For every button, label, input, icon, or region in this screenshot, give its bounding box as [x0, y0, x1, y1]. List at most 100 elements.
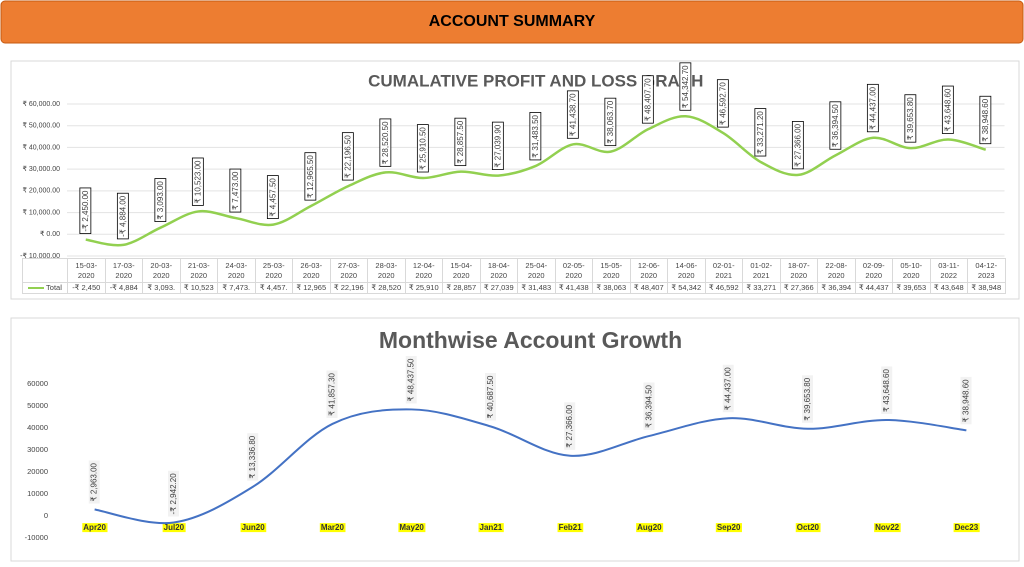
category-highlight: [636, 523, 664, 533]
data-label-text: ₹ 41,438.70: [568, 93, 577, 136]
value-cell: ₹ 25,910: [404, 282, 443, 294]
data-label: ₹ 12,965.50: [304, 152, 317, 201]
category-cell: 03-11-2022: [929, 258, 968, 283]
data-label-box: [604, 97, 617, 147]
category-cell: 26-03-2020: [292, 258, 331, 283]
data-label-box: [229, 168, 242, 213]
y-tick-label: ₹ 40,000.00: [22, 143, 60, 151]
category-cell: 25-04-2020: [517, 258, 556, 283]
category-cell: 18-07-2020: [779, 258, 818, 283]
data-label-text: ₹ 25,910.50: [418, 127, 427, 170]
data-label: ₹ 43,648.60: [881, 366, 893, 414]
data-label: ₹ 28,857.50: [454, 117, 467, 167]
y-tick-label: 30000: [27, 445, 48, 454]
data-label: ₹ 39,653.80: [904, 94, 917, 143]
data-label-box: [326, 370, 338, 418]
data-label-box: [904, 94, 917, 143]
category-cell: 12-06-2020: [629, 258, 668, 283]
chart-title: Monthwise Account Growth: [379, 327, 682, 353]
data-label: ₹ 41,438.70: [566, 90, 579, 139]
data-label-text: ₹ 4,457.50: [268, 178, 277, 217]
data-label: -₹ 4,884.00: [116, 192, 129, 240]
x-tick-label: Jan21: [480, 523, 503, 532]
y-tick-label: ₹ 30,000.00: [22, 165, 60, 173]
data-label: ₹ 28,520.50: [379, 118, 392, 167]
x-tick-label: Dec23: [955, 523, 979, 532]
category-highlight: [240, 523, 267, 533]
data-label: -₹ 2,450.00: [79, 187, 92, 235]
category-cell: 14-06-2020: [667, 258, 706, 283]
data-label: ₹ 7,473.00: [229, 168, 242, 213]
y-tick-label: 10000: [27, 489, 48, 498]
category-cell: 15-05-2020: [592, 258, 631, 283]
data-label-text: ₹ 44,437.00: [868, 86, 877, 129]
data-label: ₹ 25,910.50: [416, 124, 429, 173]
data-label-box: [881, 366, 893, 414]
header-bar: [0, 0, 1024, 44]
data-label: ₹ 41,857.30: [326, 370, 338, 418]
data-label-box: [266, 175, 279, 220]
value-cell: ₹ 22,196: [329, 282, 368, 294]
data-label-text: ₹ 39,653.80: [906, 97, 915, 140]
category-cell: 15-04-2020: [442, 258, 481, 283]
data-label-box: [716, 79, 729, 128]
data-label-text: ₹ 28,857.50: [456, 120, 465, 163]
data-label-text: ₹ 38,948.60: [961, 379, 970, 422]
data-label-text: ₹ 46,592.70: [718, 82, 727, 125]
category-cell: 22-08-2020: [817, 258, 856, 283]
category-highlight: [953, 523, 980, 533]
data-label-box: [801, 375, 813, 423]
data-label-text: ₹ 48,407.70: [643, 78, 652, 121]
data-label-text: ₹ 13,336.80: [248, 435, 257, 478]
data-label-text: ₹ 12,965.50: [306, 155, 315, 198]
category-cell: 17-03-2020: [104, 258, 143, 283]
category-highlight: [319, 523, 346, 533]
value-cell: ₹ 36,394: [817, 282, 856, 294]
data-label-box: [529, 112, 542, 161]
data-label-box: [454, 117, 467, 167]
data-label-text: ₹ 54,342.70: [681, 65, 690, 108]
data-label-box: [304, 152, 317, 201]
y-tick-label: 20000: [27, 467, 48, 476]
data-label-box: [791, 121, 804, 170]
y-tick-label: ₹ 20,000.00: [22, 187, 60, 195]
category-cell: 18-04-2020: [479, 258, 518, 283]
value-cell: ₹ 10,523: [179, 282, 218, 294]
data-label: ₹ 54,342.70: [679, 62, 692, 111]
value-cell: ₹ 33,271: [742, 282, 781, 294]
value-cell: -₹ 2,450: [67, 282, 106, 294]
value-cell: ₹ 28,857: [442, 282, 481, 294]
data-label: ₹ 3,093.00: [154, 178, 167, 222]
x-tick-label: Jun20: [242, 523, 266, 532]
value-cell: -₹ 4,884: [104, 282, 143, 294]
y-tick-label: ₹ 50,000.00: [22, 122, 60, 130]
data-label-box: [88, 460, 100, 504]
x-tick-label: Mar20: [321, 523, 345, 532]
data-label-box: [341, 132, 354, 181]
data-label-box: [679, 62, 692, 111]
data-label-text: ₹ 43,648.60: [882, 369, 891, 412]
data-label-box: [722, 364, 734, 413]
data-label-text: ₹ 36,394.50: [644, 384, 653, 427]
value-cell: ₹ 43,648: [929, 282, 968, 294]
data-label-text: ₹ 43,648.60: [943, 88, 952, 131]
y-tick-label: 60000: [27, 379, 48, 388]
value-cell: ₹ 48,407: [629, 282, 668, 294]
data-label-text: ₹ 38,063.70: [606, 100, 615, 143]
data-label-text: ₹ 28,520.50: [381, 121, 390, 164]
data-label-box: [866, 83, 879, 133]
data-label-box: [416, 124, 429, 173]
data-label-text: -₹ 4,884.00: [118, 195, 127, 237]
y-tick-label: 0: [44, 511, 48, 520]
data-label-box: [643, 382, 655, 430]
x-tick-label: Feb21: [559, 523, 583, 532]
data-label-box: [979, 95, 992, 145]
panel: [10, 317, 1020, 562]
category-cell: 20-03-2020: [142, 258, 181, 283]
data-label-box: [247, 433, 259, 481]
data-label: ₹ 48,437.50: [405, 355, 417, 404]
value-cell: ₹ 38,063: [592, 282, 631, 294]
value-cell: ₹ 41,438: [554, 282, 593, 294]
data-label-text: ₹ 27,366.00: [565, 404, 574, 447]
series-line: [85, 115, 987, 247]
